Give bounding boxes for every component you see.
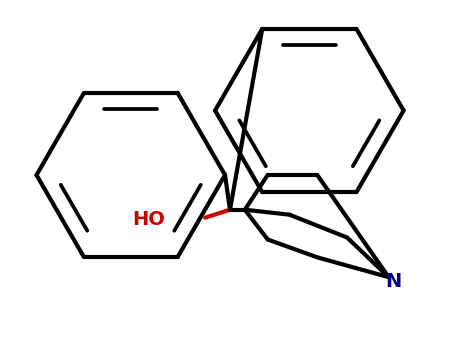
Text: HO: HO bbox=[132, 210, 166, 229]
Text: N: N bbox=[385, 272, 402, 290]
